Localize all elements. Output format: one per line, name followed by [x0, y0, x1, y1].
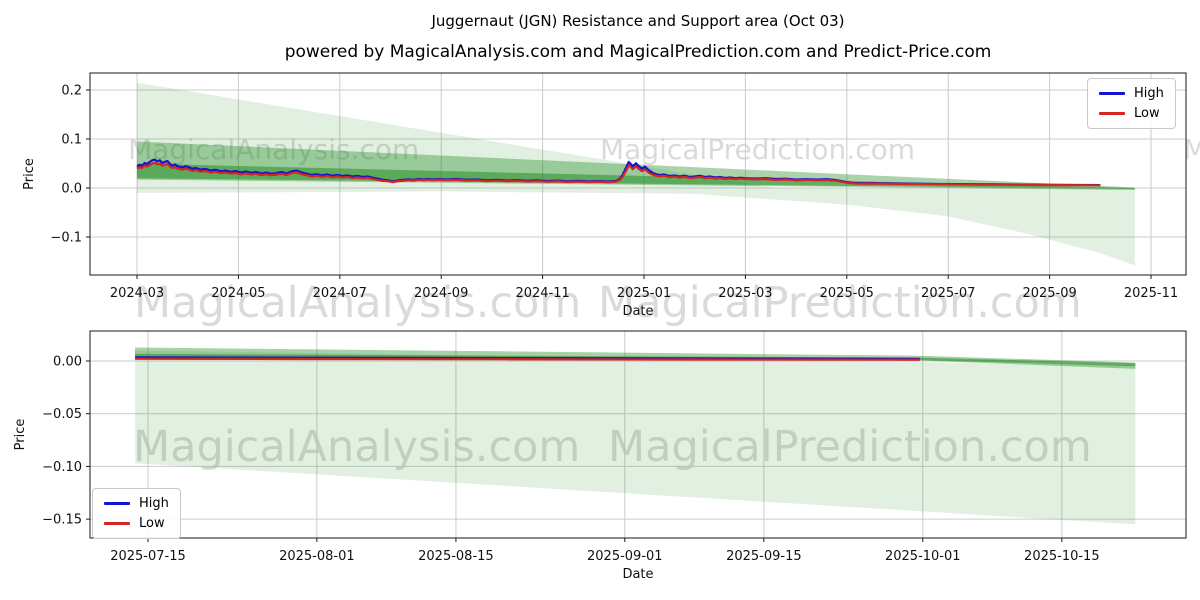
svg-text:−0.15: −0.15 — [42, 513, 82, 528]
svg-text:2025-07: 2025-07 — [921, 286, 975, 301]
legend-item-low: Low — [1099, 106, 1164, 121]
svg-text:−0.10: −0.10 — [42, 460, 82, 475]
low-line — [136, 161, 1101, 187]
legend-label-low: Low — [1134, 106, 1160, 121]
svg-text:Date: Date — [622, 304, 653, 319]
svg-text:0.2: 0.2 — [61, 84, 82, 99]
high-line-swatch — [1099, 92, 1125, 95]
legend-label-low: Low — [139, 516, 165, 531]
legend-label-high: High — [139, 496, 169, 511]
svg-text:0.1: 0.1 — [61, 132, 82, 147]
low-line — [135, 357, 920, 361]
svg-text:2025-09: 2025-09 — [1022, 286, 1076, 301]
svg-text:2025-10-01: 2025-10-01 — [885, 549, 961, 564]
svg-text:0.0: 0.0 — [61, 181, 82, 196]
svg-text:−0.1: −0.1 — [50, 230, 82, 245]
svg-text:2025-09-01: 2025-09-01 — [587, 549, 663, 564]
legend-item-high: High — [1099, 86, 1164, 101]
svg-text:2025-11: 2025-11 — [1124, 286, 1178, 301]
low-line-swatch — [104, 522, 130, 525]
chart-subtitle: powered by MagicalAnalysis.com and Magic… — [284, 42, 992, 62]
high-line-swatch — [104, 502, 130, 505]
legend-item-high: High — [104, 496, 169, 511]
svg-text:2024-07: 2024-07 — [313, 286, 367, 301]
legend-top-chart: High Low — [1087, 78, 1176, 129]
svg-text:2025-08-15: 2025-08-15 — [418, 549, 494, 564]
legend-label-high: High — [1134, 86, 1164, 101]
svg-text:−0.05: −0.05 — [42, 407, 82, 422]
svg-text:2025-01: 2025-01 — [617, 286, 671, 301]
svg-text:2025-09-15: 2025-09-15 — [726, 549, 802, 564]
svg-text:2024-05: 2024-05 — [211, 286, 265, 301]
svg-text:2025-03: 2025-03 — [718, 286, 772, 301]
svg-text:Price: Price — [13, 419, 28, 451]
svg-text:2024-03: 2024-03 — [110, 286, 164, 301]
svg-text:2025-07-15: 2025-07-15 — [110, 549, 186, 564]
legend-item-low: Low — [104, 516, 169, 531]
svg-text:2024-09: 2024-09 — [414, 286, 468, 301]
svg-text:Date: Date — [622, 567, 653, 582]
band-resistance-fan-upper — [136, 82, 776, 188]
svg-text:0.00: 0.00 — [53, 355, 82, 370]
bottom-price-chart: 2025-07-15 2025-08-01 2025-08-15 2025-09-01… — [13, 330, 1187, 582]
low-line-swatch — [1099, 112, 1125, 115]
svg-text:2025-10-15: 2025-10-15 — [1024, 549, 1100, 564]
band-support-fan-lower — [136, 188, 1135, 266]
svg-text:2025-05: 2025-05 — [820, 286, 874, 301]
top-price-chart: 2024-03 2024-05 2024-07 2024-09 2024-11 2025-… — [22, 72, 1187, 319]
svg-text:2024-11: 2024-11 — [515, 286, 569, 301]
band-support-fan — [135, 350, 1136, 525]
chart-title: Juggernaut (JGN) Resistance and Support … — [431, 12, 845, 30]
svg-text:Price: Price — [22, 158, 37, 190]
svg-text:2025-08-01: 2025-08-01 — [279, 549, 355, 564]
legend-bottom-chart: High Low — [92, 488, 181, 539]
